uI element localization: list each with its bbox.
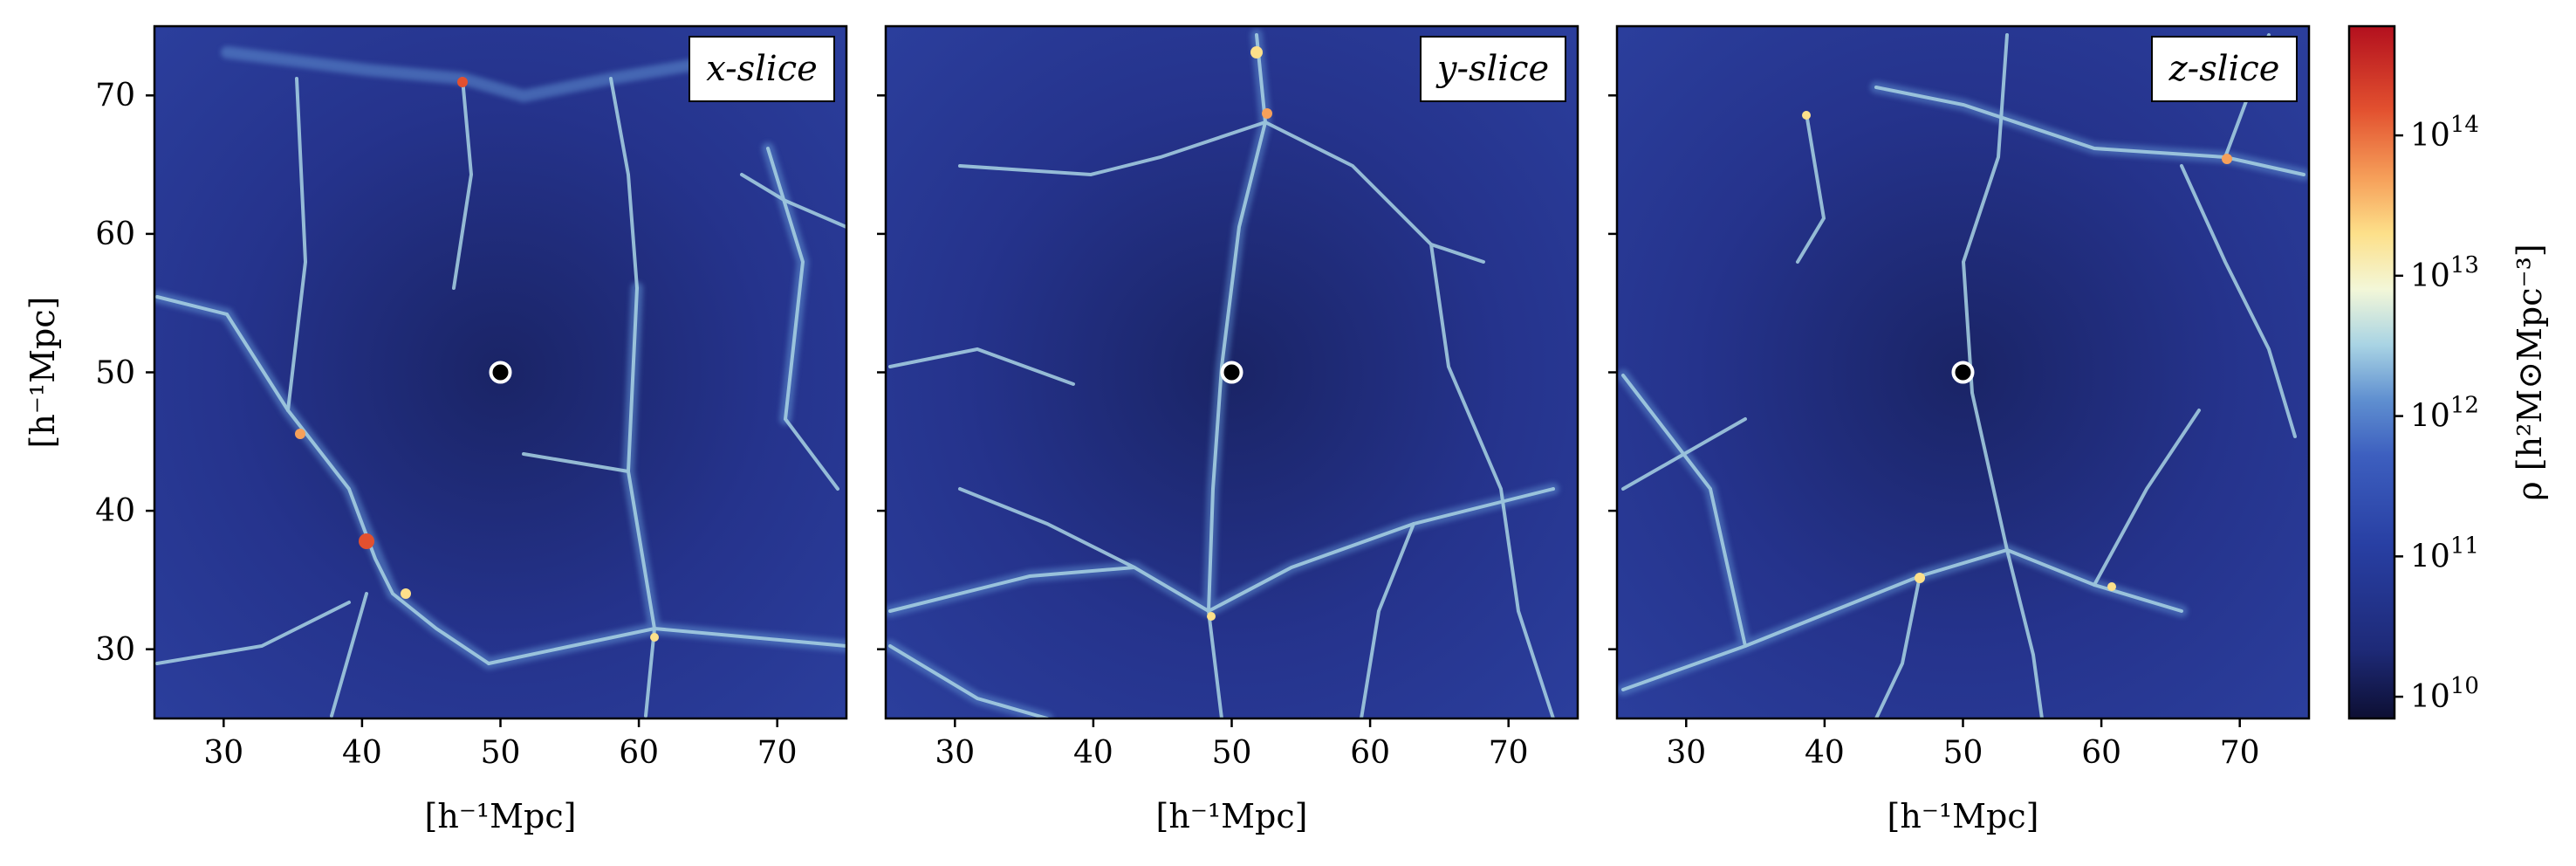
x-tick-label: 60	[619, 735, 659, 771]
x-tick-label: 30	[203, 735, 243, 771]
filament-network-x	[154, 46, 846, 718]
y-ticks-panel-y	[877, 94, 886, 650]
y-ticks-panel-z	[1608, 94, 1617, 650]
x-tick-label: 70	[1489, 735, 1529, 771]
center-marker-y	[1220, 361, 1243, 384]
colorbar-ticks: 1010 1011 1012 1013 1014	[2394, 112, 2479, 715]
y-tick-label: 40	[95, 493, 135, 529]
x-ticks-panel-y: 30 40 50 60 70	[935, 718, 1529, 771]
y-axis-label: [h⁻¹Mpc]	[24, 297, 62, 449]
panel-y-slice: 30 40 50 60 70 y-slice [h⁻¹Mpc]	[877, 24, 1579, 835]
filament-network-z	[1617, 33, 2309, 718]
colorbar-label: ρ [h²M⊙Mpc⁻³]	[2511, 244, 2549, 500]
y-tick-label: 30	[95, 632, 135, 668]
x-axis-label-x: [h⁻¹Mpc]	[425, 797, 577, 835]
colorbar-tick-label: 1013	[2410, 252, 2479, 294]
x-tick-label: 40	[1805, 735, 1845, 771]
colorbar-tick-label: 1012	[2410, 393, 2479, 435]
slice-label-x: x-slice	[689, 36, 835, 102]
x-tick-label: 50	[1212, 735, 1252, 771]
filament-network-y	[886, 29, 1559, 718]
x-tick-label: 40	[342, 735, 382, 771]
x-axis-label-y: [h⁻¹Mpc]	[1156, 797, 1308, 835]
svg-text:z-slice: z-slice	[2168, 49, 2280, 89]
colorbar: 1010 1011 1012 1013 1014 ρ [h²M⊙Mpc⁻³]	[2347, 24, 2549, 720]
svg-text:y-slice: y-slice	[1435, 49, 1549, 89]
y-tick-label: 50	[95, 355, 135, 391]
y-tick-label: 60	[95, 216, 135, 252]
colorbar-tick-label: 1011	[2410, 533, 2479, 574]
x-tick-label: 70	[757, 735, 798, 771]
colorbar-gradient	[2349, 26, 2394, 718]
colorbar-tick-label: 1014	[2410, 112, 2479, 154]
x-tick-label: 50	[1943, 735, 1983, 771]
x-ticks-panel-z: 30 40 50 60 70	[1666, 718, 2260, 771]
x-tick-label: 60	[1350, 735, 1390, 771]
svg-text:x-slice: x-slice	[706, 49, 818, 89]
x-ticks-panel-x: 30 40 50 60 70	[203, 718, 798, 771]
x-tick-label: 30	[1666, 735, 1706, 771]
x-tick-label: 40	[1073, 735, 1113, 771]
panel-x-slice: 30 40 50 60 70 30 40 50 60 70 x-slice [h…	[24, 24, 848, 835]
y-tick-label: 70	[95, 78, 135, 113]
slice-label-y: y-slice	[1420, 36, 1566, 102]
x-tick-label: 60	[2081, 735, 2121, 771]
y-ticks-panel-x: 30 40 50 60 70	[95, 78, 154, 668]
center-marker-z	[1951, 361, 1975, 384]
colorbar-tick-label: 1010	[2410, 673, 2479, 715]
center-marker-x	[489, 361, 512, 384]
x-axis-label-z: [h⁻¹Mpc]	[1887, 797, 2039, 835]
slice-label-z: z-slice	[2151, 36, 2298, 102]
x-tick-label: 50	[481, 735, 521, 771]
x-tick-label: 30	[935, 735, 975, 771]
panel-z-slice: 30 40 50 60 70 z-slice [h⁻¹Mpc]	[1608, 24, 2311, 835]
x-tick-label: 70	[2220, 735, 2260, 771]
